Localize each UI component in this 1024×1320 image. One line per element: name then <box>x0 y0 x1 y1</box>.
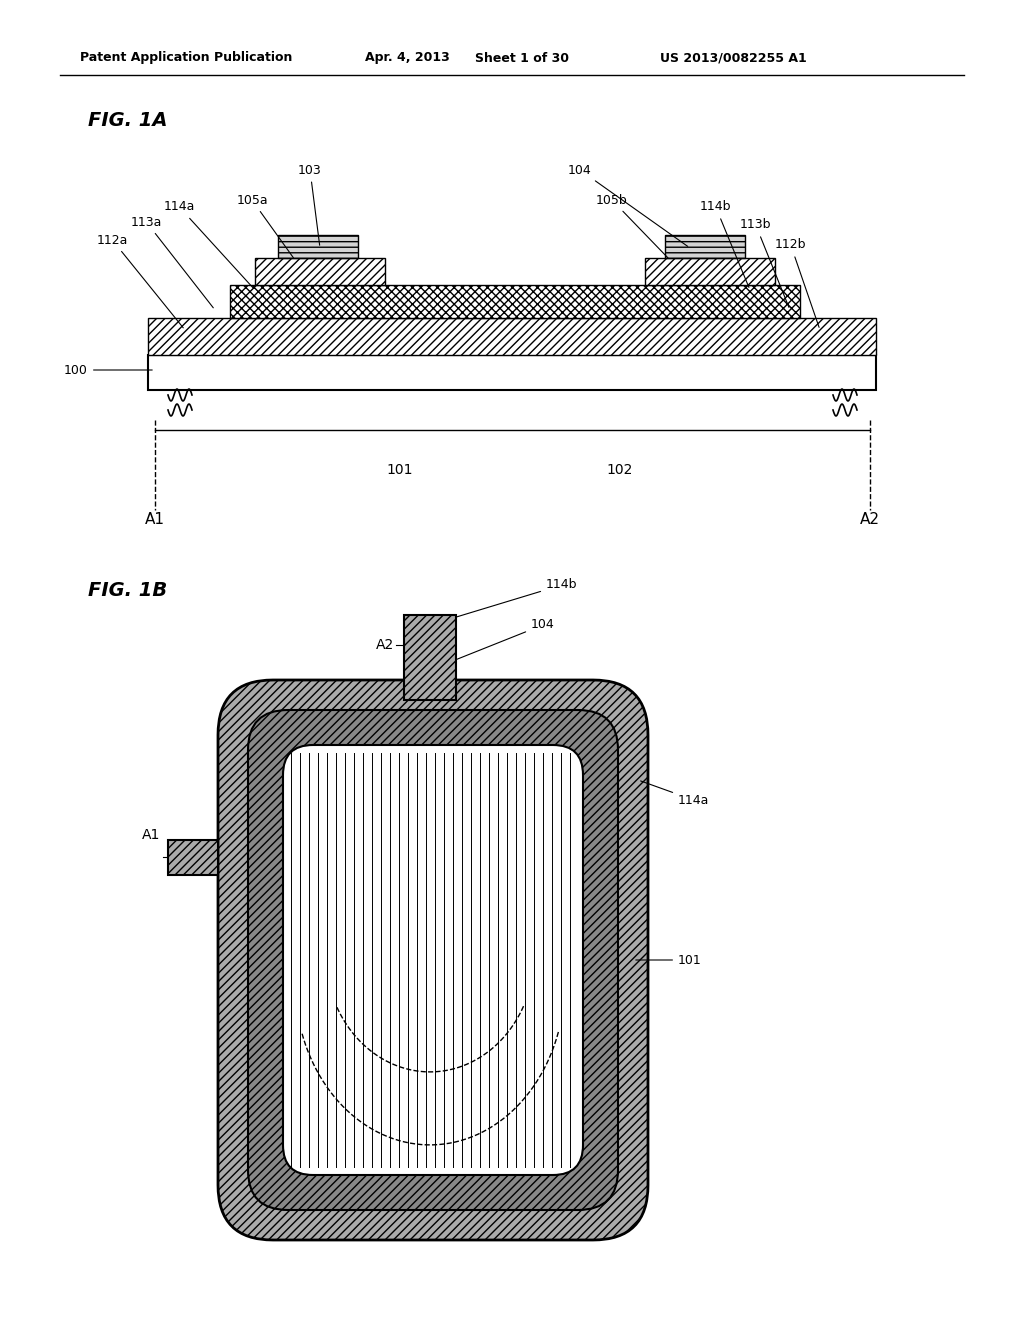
Bar <box>645 257 775 285</box>
Text: 105a: 105a <box>237 194 294 257</box>
Text: FIG. 1A: FIG. 1A <box>88 111 168 129</box>
Text: Sheet 1 of 30: Sheet 1 of 30 <box>475 51 569 65</box>
Text: Apr. 4, 2013: Apr. 4, 2013 <box>365 51 450 65</box>
Text: 114b: 114b <box>700 201 749 288</box>
Text: 114a: 114a <box>164 201 253 288</box>
Bar <box>665 235 745 257</box>
Text: 103: 103 <box>298 164 322 246</box>
Text: 113b: 113b <box>740 219 788 308</box>
Text: 112a: 112a <box>96 234 183 327</box>
Text: A2: A2 <box>860 512 880 528</box>
Text: 113a: 113a <box>131 215 213 308</box>
Text: 114b: 114b <box>433 578 578 624</box>
Text: FIG. 1B: FIG. 1B <box>88 581 167 599</box>
Text: 101: 101 <box>636 953 701 966</box>
Bar <box>404 615 456 700</box>
FancyBboxPatch shape <box>218 680 648 1239</box>
Bar <box>148 318 876 355</box>
Text: A2: A2 <box>376 638 394 652</box>
Text: 114a: 114a <box>641 781 710 807</box>
Text: 100: 100 <box>65 363 153 376</box>
Text: A1: A1 <box>141 828 160 842</box>
Text: A1: A1 <box>145 512 165 528</box>
FancyBboxPatch shape <box>248 710 618 1210</box>
Bar <box>230 285 800 318</box>
Text: Patent Application Publication: Patent Application Publication <box>80 51 293 65</box>
Bar <box>278 235 358 257</box>
Text: 101: 101 <box>387 463 414 477</box>
Text: 104: 104 <box>432 619 555 669</box>
Text: 112b: 112b <box>775 239 819 327</box>
Bar <box>148 355 876 389</box>
Text: US 2013/0082255 A1: US 2013/0082255 A1 <box>660 51 807 65</box>
Bar <box>255 257 385 285</box>
FancyBboxPatch shape <box>283 744 583 1175</box>
Text: 104: 104 <box>568 164 688 247</box>
Text: 102: 102 <box>607 463 633 477</box>
Bar <box>168 840 218 875</box>
Text: 105b: 105b <box>596 194 668 257</box>
